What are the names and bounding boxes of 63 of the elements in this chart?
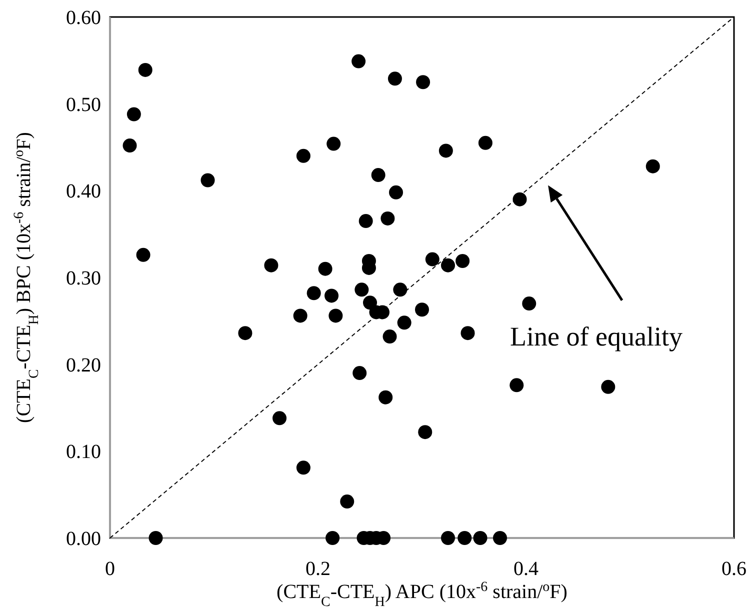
point <box>416 75 430 90</box>
point <box>393 282 408 297</box>
point <box>126 107 141 122</box>
point <box>522 296 536 311</box>
point <box>493 531 507 545</box>
point <box>352 54 366 68</box>
point <box>473 531 488 545</box>
point <box>306 286 321 300</box>
point <box>382 330 397 344</box>
point <box>425 252 440 266</box>
point <box>389 185 403 200</box>
point <box>646 159 660 174</box>
point <box>138 62 152 77</box>
point <box>148 531 163 545</box>
point <box>352 366 367 380</box>
point <box>326 136 341 151</box>
point <box>328 308 343 323</box>
point <box>510 378 524 392</box>
point <box>200 173 215 188</box>
x-tick-label: 0.2 <box>306 558 330 580</box>
point <box>296 460 310 475</box>
point <box>293 308 308 323</box>
point <box>438 144 453 158</box>
point <box>458 531 472 545</box>
point <box>272 411 287 426</box>
point <box>512 192 527 206</box>
text: (CTE$_{C}$-CTE$_{H}$) APC (10x$^{-6}$ strain/$^{o}$F) <box>276 580 568 607</box>
x-tick-label: 0.6 <box>722 558 746 580</box>
y-tick-label: 0.30 <box>66 268 101 290</box>
point <box>601 380 616 394</box>
point <box>371 168 386 182</box>
point <box>478 136 492 150</box>
point <box>388 72 402 86</box>
point <box>296 148 310 163</box>
point <box>380 211 395 226</box>
point <box>441 531 455 545</box>
y-tick-label: 0.10 <box>66 441 101 464</box>
point <box>415 302 429 317</box>
point <box>340 494 354 509</box>
y-tick-label: 0.60 <box>66 7 101 29</box>
point <box>122 138 137 153</box>
point <box>418 425 432 440</box>
point <box>456 254 470 268</box>
point <box>326 531 340 545</box>
point <box>318 262 332 276</box>
point <box>378 390 393 404</box>
point <box>363 296 377 310</box>
point <box>460 326 475 340</box>
point <box>441 258 455 272</box>
point <box>136 248 150 262</box>
y-tick-label: 0.00 <box>66 528 101 550</box>
point <box>354 282 369 297</box>
point <box>264 258 278 272</box>
point <box>358 214 373 228</box>
point <box>238 326 252 340</box>
point <box>324 288 339 303</box>
y-tick-label: 0.50 <box>66 94 101 116</box>
annotation: Line of equality <box>510 321 683 352</box>
point <box>397 316 412 330</box>
x-tick-label: 0 <box>105 558 115 580</box>
y-tick-label: 0.20 <box>66 354 101 376</box>
x-tick-label: 0.4 <box>514 558 538 580</box>
y-tick-label: 0.40 <box>66 180 101 203</box>
